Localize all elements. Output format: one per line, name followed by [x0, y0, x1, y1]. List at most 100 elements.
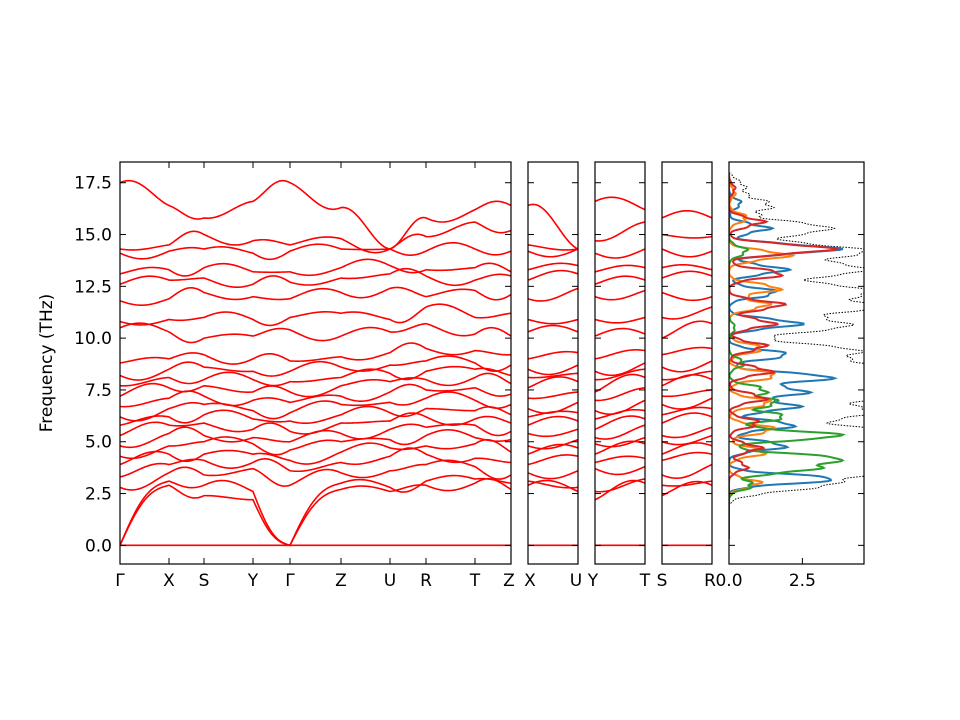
phonon-band	[120, 365, 511, 387]
high-symmetry-label: T	[639, 571, 651, 591]
phonon-band	[662, 463, 712, 480]
phonon-band	[595, 248, 645, 259]
dos-total	[729, 172, 864, 540]
high-symmetry-label: Z	[503, 571, 515, 591]
phonon-band	[662, 306, 712, 320]
phonon-band	[120, 477, 511, 547]
panel-frame	[527, 161, 579, 565]
y-tick-label: 10.0	[74, 329, 112, 349]
high-symmetry-label: S	[657, 571, 668, 591]
high-symmetry-label: X	[163, 571, 175, 591]
phonon-band	[662, 209, 712, 219]
phonon-band	[120, 221, 511, 254]
phonon-band	[595, 387, 645, 402]
phonon-band	[662, 360, 712, 373]
phonon-band	[528, 248, 578, 258]
phonon-band	[595, 264, 645, 273]
y-tick-label: 0.0	[85, 536, 112, 556]
high-symmetry-label: Y	[587, 571, 599, 591]
high-symmetry-label: T	[469, 571, 481, 591]
phonon-band	[528, 480, 578, 489]
phonon-band	[120, 179, 511, 250]
phonon-band	[595, 478, 645, 493]
dos-x-tick-label: 0.0	[715, 571, 742, 591]
phonon-band	[528, 324, 578, 333]
phonon-band	[528, 428, 578, 438]
phonon-band	[662, 233, 712, 239]
high-symmetry-label: Y	[247, 571, 259, 591]
phonon-band	[528, 470, 578, 480]
phonon-band	[528, 401, 578, 414]
phonon-band	[120, 459, 511, 491]
phonon-band	[662, 263, 712, 271]
phonon-band	[662, 346, 712, 356]
dos-curves	[729, 172, 864, 540]
phonon-band	[595, 440, 645, 455]
y-axis: Frequency (THz) 0.0 2.5 5.0 7.5 10.0 12.5 15.0…	[37, 174, 112, 557]
phonon-band	[120, 447, 511, 478]
phonon-band	[662, 480, 712, 497]
phonon-band	[662, 389, 712, 398]
phonon-band	[662, 370, 712, 381]
phonon-band	[595, 479, 645, 501]
phonon-band	[120, 412, 511, 437]
y-tick-labels: 0.0 2.5 5.0 7.5 10.0 12.5 15.0 17.5	[74, 174, 112, 557]
phonon-band	[120, 474, 511, 547]
phonon-band	[595, 465, 645, 476]
y-tick-label: 5.0	[85, 433, 112, 453]
phonon-band	[662, 291, 712, 302]
phonon-band	[528, 364, 578, 376]
phonon-band	[662, 480, 712, 487]
phonon-band	[595, 221, 645, 242]
phonon-band	[528, 350, 578, 360]
panel-frame	[661, 161, 713, 565]
phonon-band	[120, 303, 511, 327]
y-axis-title: Frequency (THz)	[37, 294, 57, 433]
dos-x-tick-label: 2.5	[789, 571, 816, 591]
phonon-band	[528, 372, 578, 379]
phonon-band	[528, 415, 578, 426]
phonon-band	[528, 318, 578, 325]
y-tick-label: 17.5	[74, 174, 112, 194]
panel-frame	[119, 161, 512, 565]
panel-frame	[728, 161, 865, 565]
phonon-band	[595, 289, 645, 301]
y-tick-label: 2.5	[85, 485, 112, 505]
phonon-band	[595, 327, 645, 337]
high-symmetry-label: Γ	[115, 571, 125, 591]
band-lines	[528, 203, 578, 547]
phonon-band	[528, 438, 578, 450]
phonon-band	[662, 397, 712, 410]
phonon-band	[662, 320, 712, 339]
phonon-band	[595, 196, 645, 211]
phonon-band	[595, 399, 645, 415]
phonon-band	[662, 426, 712, 439]
phonon-band	[595, 424, 645, 440]
high-symmetry-label: Z	[335, 571, 347, 591]
y-tick-label: 7.5	[85, 381, 112, 401]
panel-frame	[594, 161, 646, 565]
high-symmetry-label: R	[420, 571, 432, 591]
phonon-band	[120, 405, 511, 426]
phonon-band	[120, 429, 511, 460]
phonon-band	[528, 287, 578, 302]
phonon-band	[595, 316, 645, 324]
phonon-band	[528, 269, 578, 281]
dos-partial	[729, 172, 841, 540]
high-symmetry-label: X	[524, 571, 536, 591]
phonon-band	[120, 355, 511, 381]
dos-panel: 0.0 2.5	[715, 161, 865, 591]
phonon-band	[120, 423, 511, 449]
band-lines	[595, 196, 645, 547]
phonon-band	[120, 258, 511, 277]
phonon-band	[120, 322, 511, 344]
phonon-band	[595, 415, 645, 431]
phonon-band	[595, 362, 645, 377]
phonon-band	[120, 241, 511, 261]
phonon-band	[528, 203, 578, 250]
dos-partial	[729, 172, 844, 540]
phonon-band	[120, 372, 511, 398]
phonon-band	[662, 270, 712, 279]
